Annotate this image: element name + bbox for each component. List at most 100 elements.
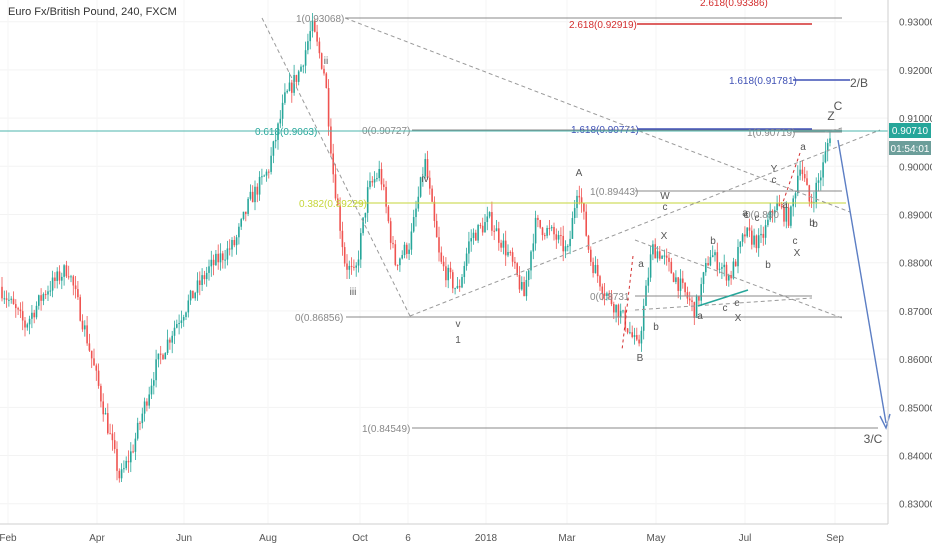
price-tick-label: 0.83000	[899, 500, 932, 511]
candle-body	[300, 66, 302, 72]
time-tick-label: Mar	[558, 533, 576, 544]
candle-body	[320, 53, 323, 69]
candle-body	[431, 188, 433, 202]
candle-body	[12, 298, 15, 305]
candle-body	[493, 230, 495, 232]
candle-body	[1, 286, 3, 299]
candle-body	[279, 118, 282, 124]
candle-body	[435, 220, 438, 238]
candle-body	[130, 451, 132, 463]
candle-body	[139, 422, 141, 424]
candle-body	[739, 241, 742, 247]
candle-body	[447, 267, 449, 281]
candle-body	[44, 294, 47, 296]
candle-body	[254, 186, 256, 203]
candle-body	[799, 169, 801, 176]
candle-body	[164, 353, 167, 360]
candle-body	[100, 385, 102, 402]
candle-body	[187, 300, 190, 313]
candle-body	[472, 232, 475, 239]
candle-body	[624, 310, 627, 329]
candle-body	[28, 318, 31, 325]
candle-body	[562, 235, 564, 252]
candle-body	[346, 263, 348, 270]
candle-body	[307, 41, 309, 51]
candle-body	[787, 207, 790, 226]
candle-body	[31, 312, 33, 319]
candle-body	[590, 249, 592, 262]
candle-body	[527, 270, 530, 280]
candle-body	[364, 212, 367, 218]
candle-body	[155, 359, 157, 381]
fib-level-label: 0.382(0.89229)	[299, 199, 367, 210]
annotations: 1(0.93068) 2.618(0.92919) 1.618(0.91781) 0(…	[0, 0, 891, 446]
candle-body	[507, 252, 509, 256]
fib-level-label: 1(0.89443)	[590, 187, 638, 198]
candle-body	[17, 308, 19, 310]
candle-body	[778, 203, 781, 207]
candle-body	[226, 248, 229, 260]
candle-body	[806, 178, 808, 186]
fib-level-label: 0(0.8731	[590, 292, 630, 303]
candle-body	[56, 271, 58, 281]
candle-body	[571, 218, 574, 239]
fib-level-label: 1(0.93068)	[296, 14, 344, 25]
candle-body	[675, 277, 677, 282]
time-axis[interactable]: Feb Apr Jun Aug Oct 6 2018 Mar May Jul Sep	[0, 523, 888, 544]
candle-body	[378, 168, 380, 179]
candle-body	[774, 210, 776, 214]
candle-body	[406, 244, 408, 254]
candle-body	[399, 258, 401, 266]
wave-label: A	[576, 168, 583, 179]
candle-body	[532, 243, 535, 252]
candle-body	[5, 298, 8, 300]
fib-level-label: 0(0.86856)	[295, 313, 343, 324]
candle-body	[334, 174, 337, 199]
candle-body	[820, 177, 822, 181]
candle-body	[102, 401, 104, 415]
candle-body	[242, 211, 245, 220]
candle-body	[794, 193, 797, 199]
candle-body	[196, 280, 199, 293]
candle-body	[769, 210, 771, 220]
price-axis[interactable]: 0.93000 0.92000 0.91000 0.90000 0.89000 0.880…	[887, 0, 932, 524]
candle-body	[771, 210, 774, 214]
candle-body	[286, 90, 288, 93]
candle-body	[412, 217, 415, 232]
dashed-trendline	[409, 129, 881, 317]
candle-body	[452, 272, 454, 289]
candle-body	[369, 181, 371, 188]
last-price-value: 0.90710	[892, 126, 929, 137]
candle-body	[178, 323, 180, 325]
candle-body	[663, 255, 666, 257]
countdown-value: 01:54:01	[891, 144, 930, 155]
price-tick-label: 0.91000	[899, 114, 932, 125]
candle-body	[691, 300, 693, 303]
candle-body	[521, 282, 523, 290]
time-tick-label: 6	[405, 533, 411, 544]
time-tick-label: Oct	[352, 533, 368, 544]
candle-body	[688, 298, 691, 301]
wave-label: 1	[455, 335, 461, 346]
candle-body	[272, 141, 275, 156]
candle-body	[362, 217, 364, 234]
candle-body	[672, 273, 675, 282]
candle-body	[288, 82, 291, 91]
dashed-trendline	[261, 17, 411, 317]
candle-body	[461, 277, 463, 288]
candle-body	[189, 290, 192, 301]
candle-body	[567, 246, 569, 248]
wave-label: b	[710, 236, 716, 247]
candle-body	[636, 335, 638, 340]
candle-body	[569, 238, 571, 247]
candle-body	[548, 228, 551, 230]
wave-trendline	[697, 289, 749, 307]
candle-body	[608, 293, 610, 295]
candle-body	[730, 275, 732, 279]
candle-body	[265, 171, 268, 176]
candle-body	[491, 212, 493, 231]
candle-body	[297, 71, 300, 82]
candle-body	[192, 290, 194, 299]
candle-body	[751, 230, 753, 245]
